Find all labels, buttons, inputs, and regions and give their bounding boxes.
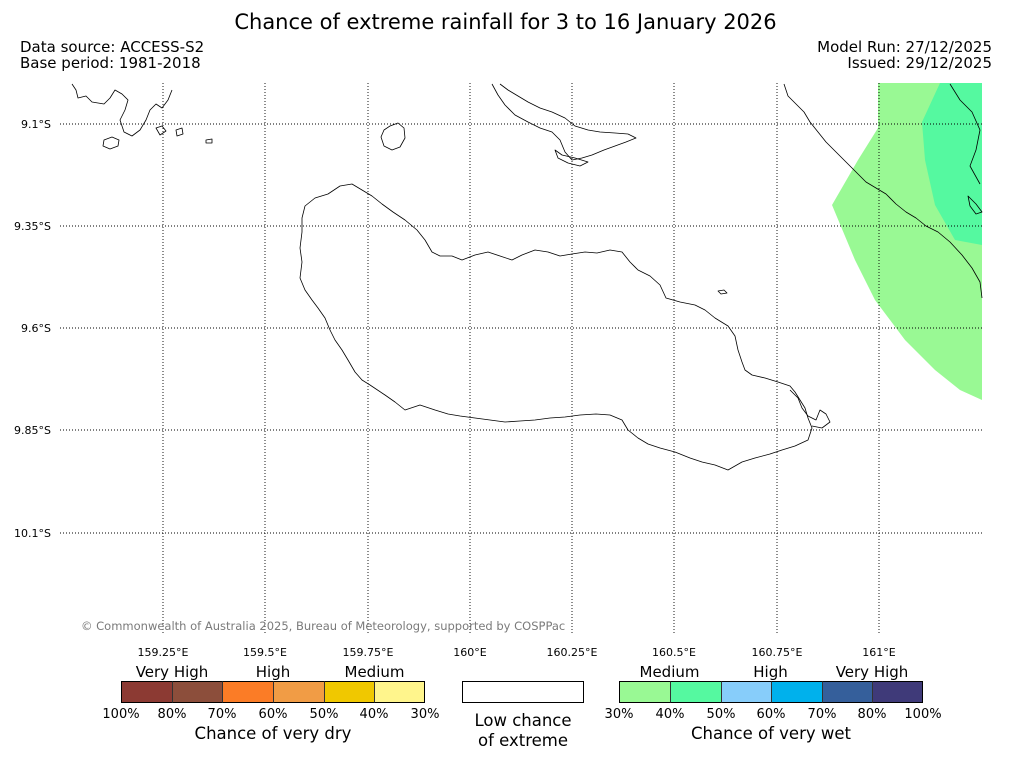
savo-island-coastline	[380, 122, 406, 151]
copyright-notice: © Commonwealth of Australia 2025, Bureau…	[81, 619, 565, 633]
map-gridlines	[60, 83, 982, 635]
florida-islands-coastline	[491, 83, 637, 161]
malaita-coastline	[783, 83, 983, 299]
wet-tick: 70%	[807, 707, 837, 722]
marau-islands-coastline	[789, 389, 831, 429]
issued-date: Issued: 29/12/2025	[847, 54, 992, 72]
dry-legend-label: Chance of very dry	[194, 724, 352, 743]
russell-small-island	[102, 136, 120, 150]
wet-category-medium: Medium	[639, 663, 700, 681]
low-chance-label: Low chance of extreme	[452, 711, 594, 751]
dry-tick: 80%	[157, 707, 187, 722]
dry-tick: 30%	[410, 707, 440, 722]
page-title: Chance of extreme rainfall for 3 to 16 J…	[234, 10, 777, 34]
wet-category-high: High	[753, 663, 788, 681]
russell-small-island	[155, 125, 167, 136]
dry-swatch	[374, 681, 425, 703]
low-chance-swatch	[462, 681, 584, 703]
dry-category-very-high: Very High	[135, 663, 209, 681]
wet-swatch	[872, 681, 923, 703]
low-chance-line2: of extreme	[477, 731, 569, 750]
dry-swatch	[273, 681, 324, 703]
dry-swatch	[172, 681, 222, 703]
lat-label-9-6: 9.6°S	[21, 322, 51, 335]
small-islet-coastline	[717, 289, 728, 295]
data-source: Data source: ACCESS-S2	[20, 38, 205, 56]
dry-category-high: High	[255, 663, 291, 681]
russell-small-island	[175, 127, 184, 137]
wet-tick: 100%	[904, 707, 942, 722]
florida-island-south	[554, 149, 589, 167]
wet-medium-40-50-region	[922, 83, 982, 245]
wet-swatch	[721, 681, 771, 703]
dry-tick: 40%	[359, 707, 389, 722]
wet-tick: 40%	[655, 707, 685, 722]
wet-swatch	[771, 681, 822, 703]
dry-swatch	[121, 681, 172, 703]
dry-swatch	[324, 681, 374, 703]
wet-category-very-high: Very High	[835, 663, 909, 681]
lon-label-160-75: 160.75°E	[752, 646, 803, 659]
dry-swatch	[222, 681, 273, 703]
malaita-east-coastline	[949, 83, 981, 185]
lon-label-159-25: 159.25°E	[138, 646, 189, 659]
lon-label-161: 161°E	[862, 646, 895, 659]
dry-tick: 100%	[102, 707, 140, 722]
low-chance-line1: Low chance	[474, 711, 572, 730]
lon-label-160-5: 160.5°E	[652, 646, 696, 659]
russell-islands-coastline	[71, 83, 173, 137]
wet-tick: 30%	[604, 707, 634, 722]
wet-tick: 80%	[857, 707, 887, 722]
dry-tick: 50%	[309, 707, 339, 722]
model-run: Model Run: 27/12/2025	[817, 38, 992, 56]
lat-label-9-35: 9.35°S	[14, 220, 51, 233]
wet-tick: 50%	[706, 707, 736, 722]
malaita-small-island	[967, 195, 983, 215]
wet-swatch	[822, 681, 872, 703]
rainfall-map: 9.1°S 9.35°S 9.6°S 9.85°S 10.1°S 159.25°…	[14, 83, 983, 659]
lon-label-160: 160°E	[453, 646, 486, 659]
russell-small-island	[205, 138, 213, 144]
wet-tick: 60%	[756, 707, 786, 722]
lat-label-9-85: 9.85°S	[14, 424, 51, 437]
dry-tick: 60%	[258, 707, 288, 722]
dry-tick: 70%	[207, 707, 237, 722]
wet-swatch	[670, 681, 721, 703]
lat-label-10-1: 10.1°S	[14, 527, 51, 540]
wet-swatch	[619, 681, 670, 703]
guadalcanal-coastline	[299, 183, 813, 471]
lat-label-9-1: 9.1°S	[21, 118, 51, 131]
lon-label-159-75: 159.75°E	[343, 646, 394, 659]
coastlines	[71, 83, 983, 471]
base-period: Base period: 1981-2018	[20, 54, 201, 72]
dry-category-medium: Medium	[344, 663, 405, 681]
lon-label-159-5: 159.5°E	[243, 646, 287, 659]
lon-label-160-25: 160.25°E	[547, 646, 598, 659]
wet-legend-label: Chance of very wet	[691, 724, 851, 743]
